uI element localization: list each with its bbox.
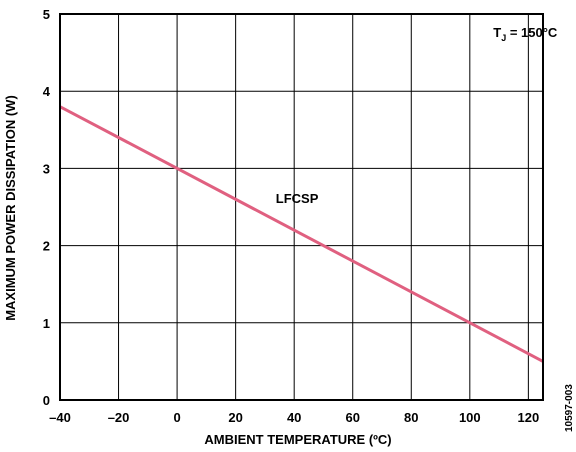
y-tick-labels: 0 1 2 3 4 5 — [43, 7, 51, 408]
y-tick-label: 1 — [43, 316, 50, 331]
y-tick-label: 3 — [43, 161, 50, 176]
x-axis-title: AMBIENT TEMPERATURE (ºC) — [204, 432, 391, 447]
series-layer — [59, 105, 544, 363]
y-tick-label: 4 — [43, 84, 51, 99]
series-line-lfcsp — [59, 105, 544, 363]
y-tick-label: 5 — [43, 7, 50, 22]
x-tick-labels: –40 –20 0 20 40 60 80 100 120 — [49, 410, 539, 425]
series-label-lfcsp: LFCSP — [276, 191, 319, 206]
tj-value: = 150°C — [506, 25, 558, 40]
x-tick-label: –20 — [108, 410, 130, 425]
x-tick-label: 20 — [228, 410, 242, 425]
y-tick-label: 0 — [43, 393, 50, 408]
x-tick-label: 0 — [173, 410, 180, 425]
x-tick-label: –40 — [49, 410, 71, 425]
plot-frame — [59, 13, 544, 401]
grid — [59, 13, 543, 401]
y-tick-label: 2 — [43, 239, 50, 254]
x-tick-label: 80 — [404, 410, 418, 425]
junction-temperature-annotation: TJ = 150°C — [493, 25, 558, 43]
x-tick-label: 120 — [518, 410, 540, 425]
tj-symbol: T — [493, 25, 501, 40]
y-axis-title: MAXIMUM POWER DISSIPATION (W) — [3, 95, 18, 321]
x-tick-label: 100 — [459, 410, 481, 425]
figure-id-note: 10597-003 — [564, 384, 575, 432]
x-tick-label: 40 — [287, 410, 301, 425]
x-tick-label: 60 — [345, 410, 359, 425]
tj-subscript: J — [501, 33, 506, 43]
